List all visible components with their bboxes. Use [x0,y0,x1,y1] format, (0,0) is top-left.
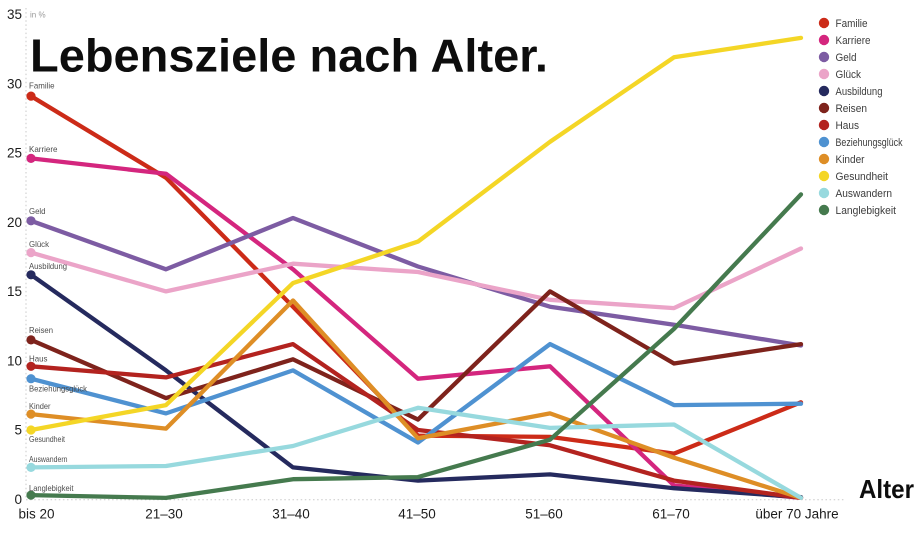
svg-text:31–40: 31–40 [272,507,310,522]
svg-text:Familie: Familie [29,81,55,91]
svg-text:Beziehungsglück: Beziehungsglück [836,137,903,149]
svg-text:Langlebigkeit: Langlebigkeit [836,205,897,217]
svg-text:51–60: 51–60 [525,507,563,522]
svg-text:Karriere: Karriere [836,35,871,47]
svg-text:25: 25 [7,146,22,161]
svg-text:in %: in % [30,11,46,20]
svg-text:Auswandern: Auswandern [29,454,68,464]
svg-text:10: 10 [7,353,22,368]
svg-text:Reisen: Reisen [29,325,53,335]
svg-text:über 70 Jahre: über 70 Jahre [755,507,838,522]
svg-text:Familie: Familie [836,18,868,30]
svg-text:30: 30 [7,76,22,91]
svg-text:5: 5 [14,423,22,438]
svg-text:41–50: 41–50 [398,507,436,522]
svg-text:Reisen: Reisen [836,103,868,115]
svg-text:Karriere: Karriere [29,144,58,154]
svg-text:Ausbildung: Ausbildung [836,86,883,98]
svg-text:bis 20: bis 20 [18,507,54,522]
svg-text:0: 0 [14,492,22,507]
svg-text:35: 35 [7,7,22,22]
svg-text:Gesundheit: Gesundheit [836,171,889,183]
svg-text:15: 15 [7,284,22,299]
svg-text:Langlebigkeit: Langlebigkeit [29,483,74,493]
svg-text:61–70: 61–70 [652,507,690,522]
svg-text:Beziehungsglück: Beziehungsglück [29,384,88,394]
svg-text:Haus: Haus [29,354,48,364]
svg-text:Kinder: Kinder [836,154,865,166]
svg-text:Alter: Alter [859,474,914,504]
svg-text:Geld: Geld [29,206,46,216]
svg-text:Kinder: Kinder [29,401,51,411]
svg-text:20: 20 [7,215,22,230]
svg-text:Lebensziele nach Alter.: Lebensziele nach Alter. [30,30,548,82]
svg-text:21–30: 21–30 [145,507,183,522]
svg-text:Ausbildung: Ausbildung [29,261,67,271]
svg-text:Gesundheit: Gesundheit [29,434,66,444]
svg-text:Glück: Glück [29,239,50,249]
svg-text:Auswandern: Auswandern [836,188,893,200]
svg-text:Glück: Glück [836,69,862,81]
svg-text:Haus: Haus [836,120,860,132]
svg-text:Geld: Geld [836,52,857,64]
